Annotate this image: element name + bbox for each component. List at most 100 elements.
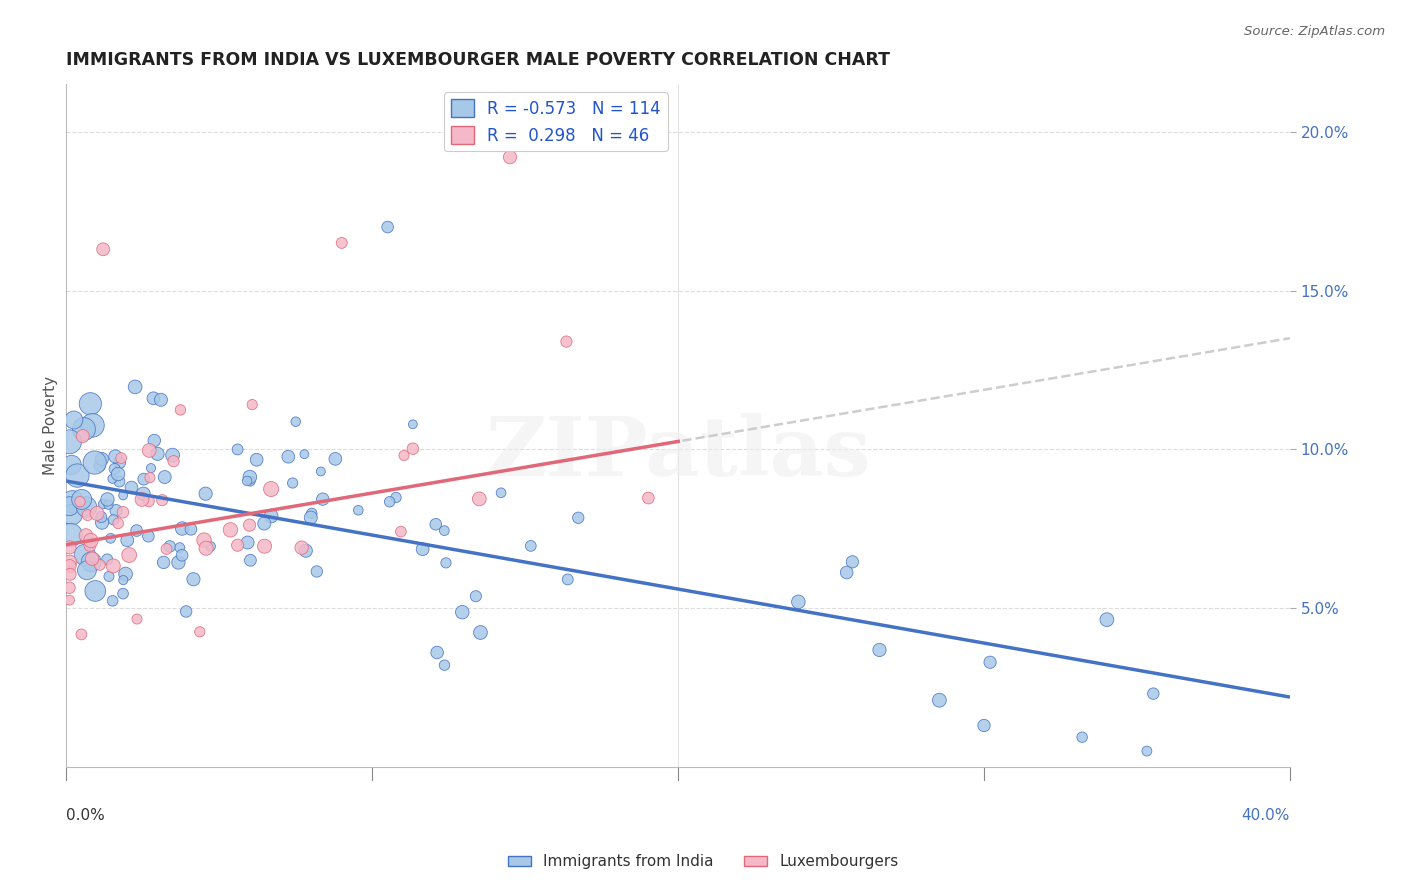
Point bbox=[80, 555, 103, 569]
Point bbox=[108, 456, 131, 470]
Point bbox=[73, 422, 96, 436]
Point bbox=[79, 538, 101, 552]
Point bbox=[143, 434, 166, 448]
Point bbox=[1142, 687, 1164, 701]
Point bbox=[76, 500, 98, 514]
Point bbox=[426, 646, 449, 660]
Point bbox=[169, 541, 191, 555]
Point bbox=[200, 540, 222, 554]
Point bbox=[86, 507, 108, 521]
Text: 40.0%: 40.0% bbox=[1241, 808, 1291, 823]
Point bbox=[58, 581, 80, 595]
Point bbox=[385, 491, 408, 505]
Point bbox=[979, 655, 1001, 669]
Point bbox=[309, 465, 332, 479]
Point bbox=[107, 467, 129, 481]
Point bbox=[412, 542, 434, 557]
Point bbox=[96, 552, 118, 566]
Point bbox=[117, 533, 139, 548]
Point bbox=[112, 488, 135, 502]
Point bbox=[377, 220, 399, 235]
Point bbox=[236, 474, 259, 488]
Point bbox=[125, 612, 148, 626]
Point bbox=[75, 528, 97, 542]
Point bbox=[246, 452, 269, 467]
Point bbox=[89, 458, 111, 473]
Point bbox=[155, 541, 177, 556]
Point bbox=[193, 533, 215, 547]
Point bbox=[60, 508, 83, 522]
Point bbox=[76, 508, 98, 522]
Point bbox=[238, 518, 260, 533]
Point bbox=[60, 458, 83, 472]
Point bbox=[139, 461, 162, 475]
Point bbox=[101, 594, 124, 608]
Point bbox=[470, 625, 492, 640]
Point bbox=[468, 491, 491, 506]
Point bbox=[146, 447, 169, 461]
Point bbox=[195, 541, 218, 556]
Point bbox=[132, 487, 155, 501]
Point bbox=[80, 533, 103, 548]
Point bbox=[76, 563, 98, 577]
Point bbox=[194, 486, 217, 500]
Point bbox=[219, 523, 242, 537]
Point bbox=[89, 558, 111, 572]
Point bbox=[124, 380, 146, 394]
Point bbox=[301, 507, 323, 521]
Point bbox=[152, 555, 174, 569]
Point bbox=[378, 495, 401, 509]
Point bbox=[59, 555, 82, 569]
Point bbox=[107, 516, 129, 531]
Point bbox=[973, 718, 995, 732]
Point bbox=[253, 516, 276, 531]
Point bbox=[153, 470, 176, 484]
Point bbox=[519, 539, 541, 553]
Point bbox=[58, 434, 80, 449]
Point bbox=[82, 551, 104, 566]
Point bbox=[111, 505, 134, 519]
Point bbox=[434, 556, 457, 570]
Point bbox=[70, 627, 93, 641]
Point bbox=[159, 540, 181, 554]
Point bbox=[330, 235, 353, 250]
Point bbox=[90, 452, 112, 467]
Point bbox=[226, 442, 249, 457]
Point bbox=[138, 443, 160, 458]
Point bbox=[59, 528, 82, 542]
Point bbox=[489, 485, 512, 500]
Point bbox=[112, 587, 135, 601]
Point bbox=[169, 403, 191, 417]
Point bbox=[291, 541, 314, 555]
Point bbox=[180, 522, 202, 536]
Point bbox=[121, 481, 143, 495]
Point bbox=[284, 415, 307, 429]
Point bbox=[69, 494, 91, 508]
Point bbox=[295, 543, 318, 558]
Point bbox=[114, 567, 136, 582]
Point bbox=[103, 513, 125, 527]
Point bbox=[58, 559, 80, 574]
Point bbox=[637, 491, 659, 505]
Point bbox=[236, 535, 259, 549]
Point bbox=[149, 392, 172, 407]
Point bbox=[239, 553, 262, 567]
Point bbox=[1136, 744, 1159, 758]
Point bbox=[1095, 613, 1118, 627]
Text: IMMIGRANTS FROM INDIA VS LUXEMBOURGER MALE POVERTY CORRELATION CHART: IMMIGRANTS FROM INDIA VS LUXEMBOURGER MA… bbox=[66, 51, 890, 69]
Text: 0.0%: 0.0% bbox=[66, 808, 105, 823]
Point bbox=[104, 450, 127, 464]
Point bbox=[162, 454, 184, 468]
Point bbox=[132, 472, 155, 486]
Point bbox=[66, 468, 89, 483]
Point bbox=[172, 522, 194, 536]
Point bbox=[281, 475, 304, 490]
Point bbox=[79, 397, 101, 411]
Point bbox=[188, 624, 211, 639]
Point bbox=[294, 447, 316, 461]
Point bbox=[58, 499, 80, 513]
Point bbox=[101, 472, 124, 486]
Point bbox=[389, 524, 412, 539]
Text: ZIPatlas: ZIPatlas bbox=[485, 413, 870, 493]
Point bbox=[70, 492, 93, 507]
